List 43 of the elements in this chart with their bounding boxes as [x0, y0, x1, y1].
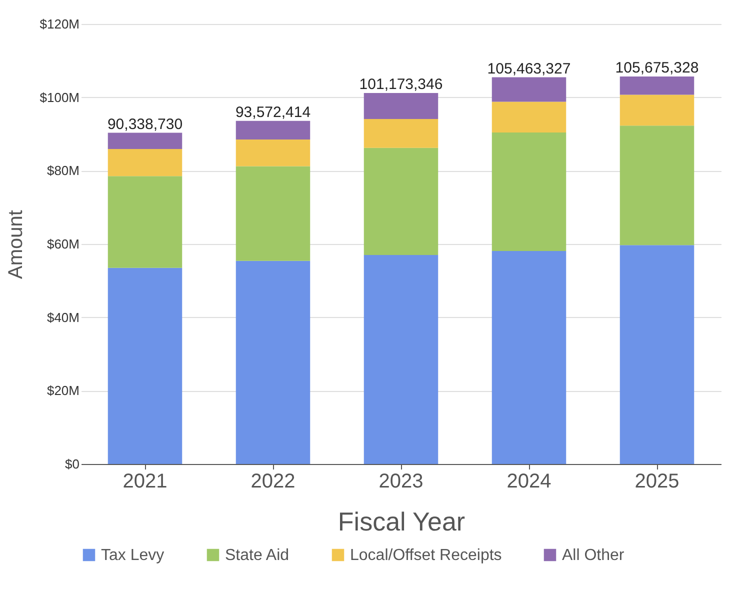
bar — [236, 120, 310, 140]
bar — [492, 77, 566, 102]
bar — [236, 166, 310, 261]
total-label: 105,463,327 — [487, 60, 571, 78]
legend-label: Local/Offset Receipts — [350, 547, 502, 564]
x-tick-label: 2022 — [250, 470, 296, 492]
legend-label: Tax Levy — [101, 547, 164, 564]
bar — [108, 149, 182, 176]
bar — [108, 132, 182, 150]
x-tick-label: 2025 — [634, 470, 680, 492]
total-label: 101,173,346 — [359, 76, 443, 94]
bar — [364, 93, 438, 119]
bar — [236, 140, 310, 166]
y-tick-label: $80M — [46, 163, 80, 178]
bar — [620, 76, 694, 95]
legend-label: All Other — [562, 547, 625, 564]
bar — [108, 268, 182, 464]
bar — [492, 132, 566, 251]
bar — [492, 250, 566, 464]
y-tick-label: $60M — [46, 236, 80, 252]
x-tick-label: 2023 — [378, 470, 424, 492]
bar — [620, 94, 694, 126]
y-tick-label: $40M — [46, 310, 80, 325]
bar — [492, 102, 566, 133]
bar — [364, 148, 438, 255]
bar — [620, 245, 694, 464]
bar — [236, 260, 310, 464]
x-tick-label: 2021 — [122, 470, 168, 492]
bar — [620, 126, 694, 246]
total-label: 93,572,414 — [235, 104, 311, 121]
y-tick-label: $20M — [46, 383, 80, 398]
y-axis-title: Amount — [4, 210, 27, 279]
y-tick-label: $100M — [40, 90, 80, 105]
y-tick-label: $120M — [40, 16, 80, 32]
legend-label: State Aid — [225, 547, 290, 564]
x-axis-title: Fiscal Year — [338, 506, 466, 536]
bar — [364, 118, 438, 148]
bar — [364, 255, 438, 464]
x-tick-label: 2024 — [506, 470, 552, 492]
y-tick-label: $0 — [65, 456, 80, 472]
bar — [108, 176, 182, 268]
total-label: 105,675,328 — [615, 60, 699, 77]
total-label: 90,338,730 — [107, 116, 183, 133]
